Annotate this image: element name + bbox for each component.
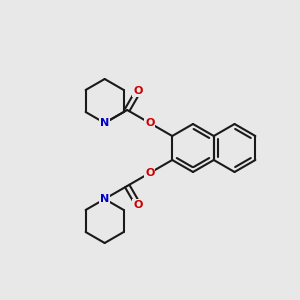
Text: N: N (100, 194, 109, 204)
Text: O: O (134, 86, 143, 96)
Text: O: O (145, 118, 154, 128)
Text: N: N (100, 118, 109, 128)
Text: O: O (134, 200, 143, 210)
Text: O: O (145, 168, 154, 178)
